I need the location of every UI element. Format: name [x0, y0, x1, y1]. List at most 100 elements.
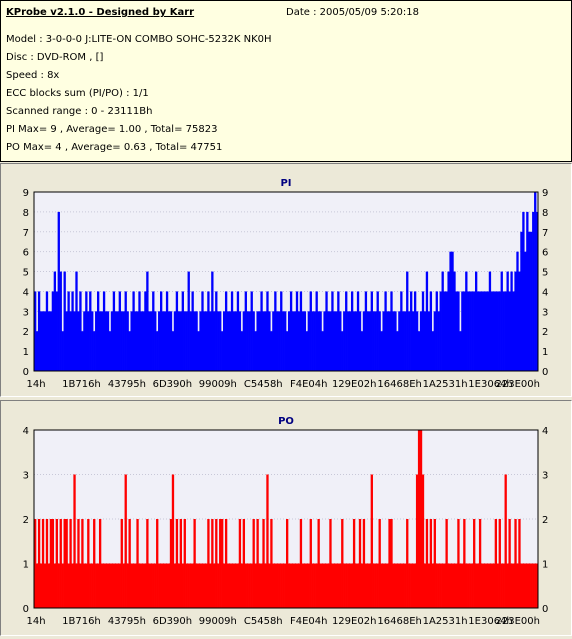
po-xtick-label: 6D390h [153, 616, 193, 627]
pi-bar [329, 311, 332, 371]
po-bar [514, 519, 517, 608]
po-bar [295, 563, 299, 608]
pi-bar [459, 331, 462, 371]
pi-bar [343, 311, 346, 371]
po-bar [79, 563, 82, 608]
pi-bar [77, 311, 80, 371]
po-bar [34, 519, 37, 608]
pi-bar [57, 211, 60, 371]
pi-bar [69, 311, 72, 371]
pi-bar [158, 311, 161, 371]
po-bar [128, 519, 131, 608]
po-ytick-label-left: 4 [23, 426, 29, 437]
po-xtick-label: 1B716h [62, 616, 101, 627]
po-bar [323, 563, 326, 608]
pi-bar [380, 331, 383, 371]
po-bar [35, 563, 39, 608]
pi-bar [321, 331, 324, 371]
po-bar [518, 519, 521, 608]
po-bar [347, 563, 350, 608]
pi-bar [325, 291, 328, 371]
po-bar [362, 519, 366, 608]
pi-xtick-label: C5458h [244, 379, 283, 390]
drive-model: Model : 3-0-0-0 J:LITE-ON COMBO SOHC-523… [6, 34, 272, 45]
po-bar [384, 563, 387, 608]
pi-bar [356, 291, 360, 371]
po-bar [278, 563, 281, 608]
po-bar [250, 563, 253, 608]
pi-bar [486, 291, 490, 371]
po-bar [63, 519, 66, 608]
po-bar [57, 563, 60, 608]
po-bar [425, 519, 429, 608]
po-bar [223, 563, 226, 608]
po-bar [185, 563, 188, 608]
pi-bar [390, 291, 393, 371]
po-bar [419, 430, 423, 608]
pi-bar [242, 311, 246, 371]
po-bar [224, 519, 228, 608]
pi-bar [408, 311, 411, 371]
po-bar [475, 563, 478, 608]
pi-ytick-label-left: 6 [23, 248, 29, 259]
po-bar [327, 563, 330, 608]
po-ytick-label-right: 3 [542, 471, 548, 482]
pi-bar [504, 291, 507, 371]
pi-bar [473, 291, 476, 371]
pi-bar [498, 291, 501, 371]
po-bar [516, 563, 519, 608]
po-bar [350, 563, 354, 608]
pi-bar [156, 331, 159, 371]
pi-bar [480, 291, 484, 371]
pi-bar [148, 311, 151, 371]
po-bar [433, 519, 436, 608]
po-bar [313, 563, 316, 608]
pi-bar [352, 311, 356, 371]
pi-bar [382, 311, 385, 371]
po-bar [368, 563, 372, 608]
po-bar [244, 563, 247, 608]
po-bar [160, 563, 163, 608]
po-bar [280, 563, 283, 608]
pi-bar [524, 251, 527, 371]
po-bar [130, 563, 133, 608]
po-bar [197, 563, 200, 608]
ecc-blocks: ECC blocks sum (PI/PO) : 1/1 [6, 88, 149, 99]
pi-bar [39, 311, 43, 371]
pi-bar [197, 331, 200, 371]
pi-bar [490, 291, 494, 371]
pi-bar [223, 311, 226, 371]
pi-bar [374, 311, 377, 371]
pi-bar [496, 291, 499, 371]
po-xtick-label: 16468Eh [377, 616, 421, 627]
po-bar [205, 563, 208, 608]
pi-bar [47, 311, 51, 371]
pi-bar [276, 311, 279, 371]
po-xtick-label: 14h [26, 616, 45, 627]
po-bar [97, 563, 100, 608]
po-bar [207, 519, 210, 608]
pi-bar [327, 311, 330, 371]
pi-bar [345, 291, 348, 371]
po-bar [455, 563, 458, 608]
po-bar [61, 563, 64, 608]
po-bar [427, 563, 431, 608]
pi-bar [482, 291, 486, 371]
po-bar [264, 563, 267, 608]
po-bar [311, 563, 314, 608]
po-bar [299, 519, 303, 608]
pi-bar [191, 291, 194, 371]
pi-bar [484, 291, 488, 371]
po-bar [276, 563, 279, 608]
pi-bar [530, 231, 533, 371]
pi-ytick-label-left: 9 [23, 188, 29, 199]
pi-bar [63, 271, 66, 371]
po-bar [349, 563, 352, 608]
pi-bar [301, 311, 305, 371]
po-bar [266, 474, 269, 608]
pi-xtick-label: 129E02h [332, 379, 376, 390]
pi-bar [443, 291, 446, 371]
pi-bar [37, 291, 41, 371]
po-bar [95, 563, 98, 608]
pi-ytick-label-right: 9 [542, 188, 548, 199]
